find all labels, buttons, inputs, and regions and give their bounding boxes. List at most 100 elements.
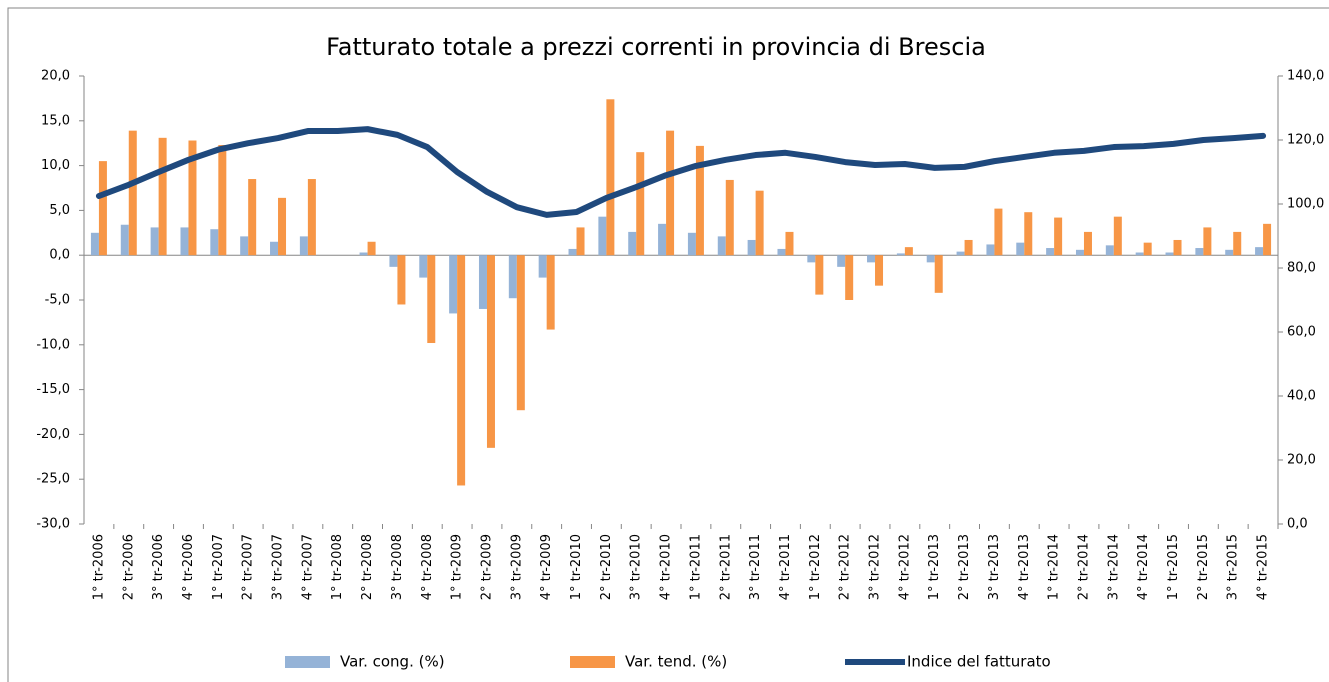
- bar: [1105, 245, 1114, 256]
- bar: [210, 229, 219, 256]
- x-tick-label: 4° tr-2008: [420, 534, 435, 600]
- y-tick-label: -5,0: [45, 293, 70, 308]
- x-tick-label: 2° tr-2014: [1076, 534, 1091, 600]
- bar: [1203, 227, 1212, 256]
- bar: [1143, 242, 1152, 256]
- bar: [896, 253, 905, 256]
- x-tick-label: 1° tr-2015: [1166, 534, 1181, 600]
- y2-tick-label: 140,0: [1287, 69, 1324, 84]
- y-tick-label: -10,0: [36, 337, 70, 352]
- bar: [1225, 249, 1234, 256]
- x-tick-label: 2° tr-2009: [479, 534, 494, 600]
- bar: [994, 208, 1003, 256]
- y2-tick-label: 100,0: [1287, 197, 1324, 212]
- bar: [568, 248, 577, 256]
- bar: [926, 255, 935, 263]
- bar: [389, 255, 398, 267]
- bar: [240, 236, 249, 256]
- y-tick-label: 10,0: [41, 158, 70, 173]
- x-tick-label: 3° tr-2006: [151, 534, 166, 600]
- bar: [837, 255, 846, 267]
- bar: [606, 99, 615, 256]
- legend-label: Var. tend. (%): [625, 653, 727, 671]
- bar: [636, 152, 645, 256]
- bar: [687, 232, 696, 256]
- bar: [867, 255, 876, 263]
- bar: [457, 255, 466, 486]
- x-tick-label: 3° tr-2008: [390, 534, 405, 600]
- bar: [1195, 248, 1204, 256]
- y-tick-label: -15,0: [36, 382, 70, 397]
- bar: [419, 255, 428, 278]
- y2-tick-label: 40,0: [1287, 389, 1316, 404]
- x-tick-label: 1° tr-2008: [330, 534, 345, 600]
- x-tick-label: 3° tr-2013: [987, 534, 1002, 600]
- bar: [367, 241, 376, 256]
- x-tick-label: 1° tr-2009: [450, 534, 465, 600]
- bar: [307, 179, 316, 256]
- bar: [576, 227, 585, 256]
- bar: [815, 255, 824, 295]
- x-tick-label: 1° tr-2010: [569, 534, 584, 600]
- x-tick-label: 3° tr-2012: [868, 534, 883, 600]
- x-tick-label: 1° tr-2007: [211, 534, 226, 600]
- y2-tick-label: 80,0: [1287, 261, 1316, 276]
- bar: [695, 145, 704, 256]
- bar: [90, 232, 99, 256]
- bar: [747, 239, 756, 256]
- bar: [478, 255, 487, 309]
- bar: [1024, 212, 1033, 256]
- bar: [1233, 231, 1242, 256]
- bar: [278, 197, 287, 256]
- x-tick-label: 4° tr-2013: [1017, 534, 1032, 600]
- x-tick-label: 4° tr-2015: [1256, 534, 1271, 600]
- bar: [486, 255, 495, 448]
- bar: [1075, 249, 1084, 256]
- bar: [150, 227, 159, 256]
- legend-label: Var. cong. (%): [340, 653, 445, 671]
- bar: [1016, 242, 1025, 256]
- bar: [598, 216, 607, 256]
- y2-tick-label: 120,0: [1287, 133, 1324, 148]
- bar: [1165, 252, 1174, 256]
- bar: [666, 130, 675, 256]
- x-tick-label: 2° tr-2006: [121, 534, 136, 600]
- bar: [120, 224, 129, 256]
- bar: [508, 255, 517, 299]
- x-tick-label: 4° tr-2011: [778, 534, 793, 600]
- bar: [248, 179, 257, 256]
- x-tick-label: 4° tr-2014: [1136, 534, 1151, 600]
- line: [95, 126, 1267, 218]
- bar: [628, 231, 637, 256]
- bar: [180, 227, 189, 256]
- bar: [299, 236, 308, 256]
- x-tick-label: 3° tr-2007: [271, 534, 286, 600]
- x-tick-label: 4° tr-2006: [181, 534, 196, 600]
- x-tick-label: 2° tr-2013: [957, 534, 972, 600]
- x-tick-label: 4° tr-2010: [659, 534, 674, 600]
- x-tick-label: 1° tr-2014: [1047, 534, 1062, 600]
- bar: [427, 255, 436, 344]
- chart-border: [7, 7, 1329, 682]
- bar: [785, 231, 794, 256]
- x-tick-label: 2° tr-2007: [241, 534, 256, 600]
- legend-swatch: [285, 656, 330, 668]
- chart-title: Fatturato totale a prezzi correnti in pr…: [326, 33, 986, 61]
- bar: [359, 252, 368, 256]
- x-tick-label: 2° tr-2010: [599, 534, 614, 600]
- bar: [98, 161, 107, 256]
- y2-tick-label: 60,0: [1287, 325, 1316, 340]
- x-tick-label: 1° tr-2012: [808, 534, 823, 600]
- bar: [658, 223, 667, 256]
- bar: [218, 144, 227, 256]
- y-tick-label: -30,0: [36, 517, 70, 532]
- bar: [1173, 239, 1182, 256]
- x-tick-label: 1° tr-2011: [688, 534, 703, 600]
- x-tick-label: 1° tr-2013: [927, 534, 942, 600]
- bar: [986, 244, 995, 256]
- bar: [807, 255, 816, 263]
- legend-label: Indice del fatturato: [907, 653, 1051, 671]
- x-tick-label: 1° tr-2006: [91, 534, 106, 600]
- bar: [516, 255, 525, 411]
- x-tick-label: 3° tr-2010: [629, 534, 644, 600]
